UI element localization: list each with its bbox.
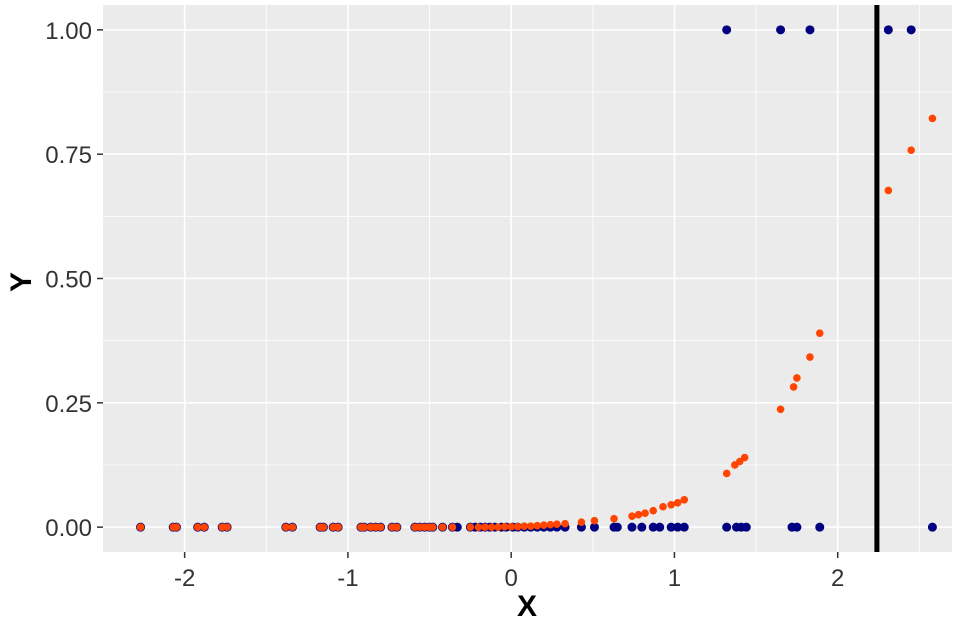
fitted-point [590,516,599,525]
observed-point [927,522,937,532]
y-tick-label: 0.00 [45,515,92,542]
fitted-point [360,523,369,531]
axis-ticks [97,29,839,558]
observed-point [679,522,689,532]
observed-point [637,522,647,532]
x-tick-label: 1 [668,565,681,592]
x-tick-label: -1 [337,565,358,592]
fitted-point [319,523,328,531]
fitted-point [172,523,181,531]
fitted-point [577,518,586,526]
fitted-point [376,523,385,531]
observed-point [612,522,622,532]
fitted-point [494,523,502,531]
observed-point [627,522,637,532]
observed-point [655,522,665,532]
fitted-point [907,146,915,154]
fitted-point [628,512,636,520]
y-axis-title: Y [5,272,38,292]
fitted-point [438,523,447,531]
observed-point [666,522,676,532]
fitted-point [540,521,548,529]
observed-point [792,522,802,532]
observed-point [741,522,751,532]
fitted-point [520,522,529,530]
fitted-point [659,502,667,511]
fitted-point [806,353,814,361]
observed-point [722,522,732,532]
fitted-point [223,523,231,531]
x-axis-title: X [517,590,537,623]
observed-point [648,522,658,532]
fitted-point [546,520,555,529]
observed-point [589,522,599,532]
y-tick-label: 0.50 [45,267,92,294]
fitted-point [815,329,824,338]
fitted-point [288,523,297,531]
fitted-point [793,374,801,382]
y-tick-label: 0.25 [45,391,92,418]
observed-point [805,25,815,35]
fitted-point [667,500,675,509]
fitted-point [200,523,209,531]
fitted-point [282,523,290,531]
y-axis-tick-labels: 0.00 0.25 0.50 0.75 1.00 [45,18,92,542]
fitted-point [474,523,483,531]
x-tick-label: 2 [831,565,844,592]
observed-point [673,522,683,532]
fitted-point [393,523,401,531]
observed-point [815,522,825,532]
fitted-point [193,523,202,531]
x-tick-label: -2 [174,565,195,592]
fitted-point [884,186,893,195]
y-tick-label: 1.00 [45,18,92,45]
fitted-point [776,405,785,414]
fitted-point [526,522,535,530]
fitted-point [334,523,342,531]
fitted-point [722,469,731,478]
fitted-point [481,523,489,531]
observed-point [776,25,786,35]
fitted-point [136,523,145,531]
fitted-point [649,506,658,515]
fitted-point [928,114,937,123]
fitted-point [740,453,749,462]
y-tick-label: 0.75 [45,142,92,169]
fitted-point [561,519,569,528]
fitted-point [429,523,437,531]
fitted-point [513,522,522,531]
fitted-point [673,498,682,507]
x-axis-tick-labels: -2 -1 0 1 2 [174,565,844,592]
observed-point [906,25,916,35]
observed-point [883,25,893,35]
x-tick-label: 0 [504,565,517,592]
fitted-point [789,383,798,391]
fitted-point [487,523,496,531]
fitted-point [680,495,689,504]
observed-point [722,25,732,35]
fitted-point [507,522,515,531]
fitted-point [500,522,509,531]
fitted-point [634,510,643,519]
fitted-point [466,523,475,531]
fitted-point [533,521,542,530]
fitted-point [553,520,561,528]
fitted-point [641,509,649,518]
fitted-points-series [136,114,937,531]
fitted-point [448,523,457,531]
fitted-point [610,514,618,523]
